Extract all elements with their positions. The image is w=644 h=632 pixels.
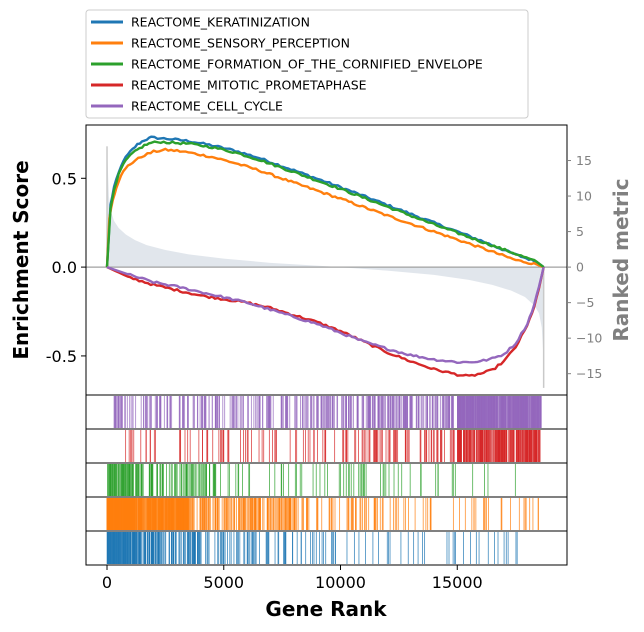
- es-line-reactome-sensory-perception: [105, 147, 545, 269]
- strip-bg: [86, 463, 567, 497]
- es-line-reactome-cell-cycle: [106, 265, 545, 365]
- y-tick-label-metric: −10: [576, 331, 602, 346]
- hit-strips: [85, 394, 568, 566]
- y-axis-label-right: Ranked metric: [609, 178, 633, 341]
- legend-box: [85, 9, 529, 119]
- y-tick-label-metric: 5: [576, 224, 584, 239]
- y-tick-label-metric: 0: [576, 260, 584, 275]
- x-tick-label: 0: [102, 573, 112, 592]
- hit-strip: [85, 462, 568, 498]
- legend-label: REACTOME_SENSORY_PERCEPTION: [131, 36, 350, 51]
- axes: 0 5000 10000 15000 -0.5 0.0 0.5 −15 −10 −5 0 5 10 15: [46, 153, 603, 592]
- legend: REACTOME_KERATINIZATION REACTOME_SENSORY_…: [85, 9, 529, 119]
- y-tick-label-metric: 10: [576, 189, 592, 204]
- y-axis-label-left: Enrichment Score: [9, 160, 33, 359]
- y-tick-label-metric: −5: [576, 295, 594, 310]
- legend-label: REACTOME_MITOTIC_PROMETAPHASE: [131, 78, 367, 93]
- enrichment-plot: [85, 124, 568, 396]
- es-line-reactome-mitotic-prometaphase: [106, 266, 545, 377]
- legend-label: REACTOME_KERATINIZATION: [131, 15, 310, 30]
- x-axis-label: Gene Rank: [265, 597, 387, 621]
- y-tick-label-es: 0.0: [52, 258, 77, 277]
- strip-frame: [85, 530, 568, 566]
- y-tick-label-metric: −15: [576, 366, 602, 381]
- legend-label: REACTOME_FORMATION_OF_THE_CORNIFIED_ENVE…: [131, 57, 483, 72]
- x-tick-label: 10000: [315, 573, 366, 592]
- y-tick-label-es: 0.5: [52, 169, 77, 188]
- es-line-reactome-formation-of-the-cornified-envelope: [105, 140, 545, 269]
- hit-strip: [85, 530, 568, 566]
- hit-strip: [85, 496, 568, 532]
- x-tick-label: 15000: [432, 573, 483, 592]
- y-tick-label-es: -0.5: [46, 347, 77, 366]
- strip-bg: [86, 531, 567, 565]
- plot-area: [86, 135, 567, 388]
- x-tick-label: 5000: [203, 573, 244, 592]
- hit-strip: [85, 394, 568, 430]
- es-line-reactome-keratinization: [105, 135, 545, 269]
- hit-strip: [85, 428, 568, 464]
- y-tick-label-metric: 15: [576, 153, 592, 168]
- legend-label: REACTOME_CELL_CYCLE: [131, 99, 283, 114]
